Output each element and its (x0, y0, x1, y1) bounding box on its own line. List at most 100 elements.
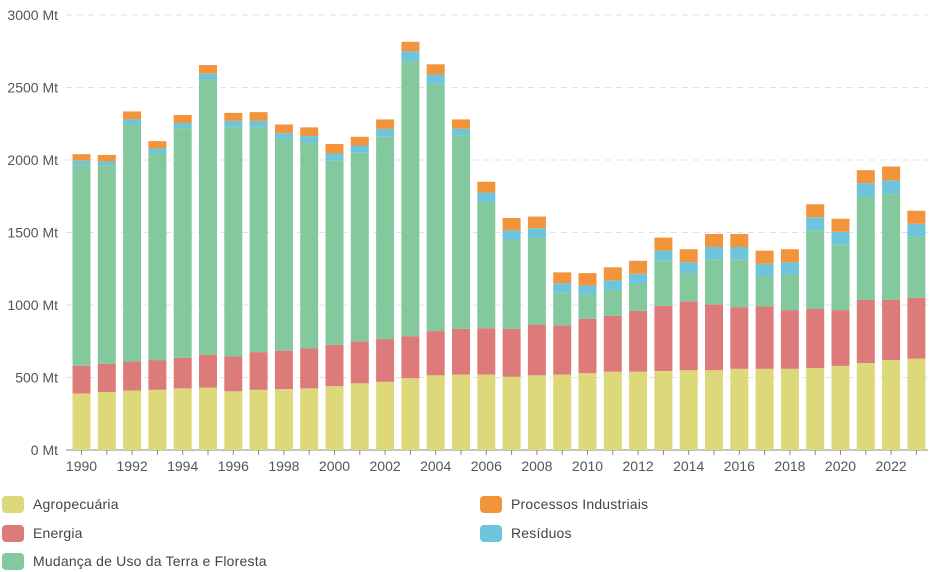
bar-agropecuaria-2000[interactable] (325, 386, 344, 450)
bar-processos-industriais-2023[interactable] (907, 210, 926, 224)
legend-item-residuos[interactable]: Resíduos (480, 522, 572, 544)
bar-processos-industriais-1994[interactable] (173, 115, 192, 124)
bar-mudanca-de-uso-da-terra-e-floresta-1995[interactable] (199, 79, 217, 356)
bar-energia-2000[interactable] (325, 344, 344, 387)
bar-residuos-2002[interactable] (376, 128, 395, 137)
bar-processos-industriais-1991[interactable] (97, 154, 116, 162)
bar-residuos-1999[interactable] (300, 136, 319, 143)
bar-energia-1998[interactable] (274, 350, 293, 390)
legend-item-mudanca-uso-terra[interactable]: Mudança de Uso da Terra e Floresta (2, 550, 267, 572)
bar-agropecuaria-2008[interactable] (527, 375, 546, 450)
bar-energia-2012[interactable] (629, 310, 648, 372)
bar-mudanca-de-uso-da-terra-e-floresta-2017[interactable] (755, 276, 774, 307)
bar-mudanca-de-uso-da-terra-e-floresta-2003[interactable] (401, 61, 420, 337)
bar-residuos-1994[interactable] (173, 123, 192, 129)
bar-processos-industriais-2005[interactable] (452, 119, 470, 129)
legend-item-processos-industriais[interactable]: Processos Industriais (480, 493, 648, 515)
bar-processos-industriais-1999[interactable] (300, 127, 319, 137)
bar-agropecuaria-2011[interactable] (603, 371, 622, 450)
bar-mudanca-de-uso-da-terra-e-floresta-1998[interactable] (274, 138, 293, 351)
bar-residuos-2010[interactable] (578, 285, 597, 295)
bar-processos-industriais-2016[interactable] (730, 233, 749, 247)
bar-mudanca-de-uso-da-terra-e-floresta-1999[interactable] (300, 142, 319, 349)
bar-processos-industriais-2014[interactable] (679, 249, 698, 263)
bar-processos-industriais-2002[interactable] (376, 119, 395, 129)
bar-residuos-2019[interactable] (806, 217, 825, 231)
bar-agropecuaria-2021[interactable] (856, 363, 875, 450)
bar-residuos-2018[interactable] (780, 262, 799, 275)
bar-agropecuaria-2001[interactable] (350, 383, 369, 450)
bar-energia-2016[interactable] (730, 307, 749, 369)
bar-mudanca-de-uso-da-terra-e-floresta-2006[interactable] (477, 202, 496, 329)
bar-processos-industriais-2009[interactable] (553, 272, 572, 284)
legend-item-agropecuaria[interactable]: Agropecuária (2, 493, 119, 515)
bar-energia-1994[interactable] (173, 357, 192, 389)
bar-mudanca-de-uso-da-terra-e-floresta-2000[interactable] (325, 160, 344, 345)
bar-agropecuaria-1997[interactable] (249, 389, 268, 450)
bar-agropecuaria-2020[interactable] (831, 365, 850, 450)
bar-residuos-2009[interactable] (553, 283, 572, 293)
bar-mudanca-de-uso-da-terra-e-floresta-1997[interactable] (249, 126, 268, 353)
bar-agropecuaria-2022[interactable] (882, 360, 901, 450)
bar-energia-2005[interactable] (452, 328, 470, 375)
bar-energia-2021[interactable] (856, 299, 875, 363)
bar-agropecuaria-2016[interactable] (730, 368, 749, 450)
bar-agropecuaria-1995[interactable] (199, 387, 217, 450)
bar-processos-industriais-2013[interactable] (654, 237, 673, 251)
bar-agropecuaria-2023[interactable] (907, 358, 926, 450)
bar-mudanca-de-uso-da-terra-e-floresta-2005[interactable] (452, 135, 470, 329)
bar-processos-industriais-2018[interactable] (780, 249, 799, 263)
bar-energia-2022[interactable] (882, 299, 901, 361)
bar-agropecuaria-2015[interactable] (705, 370, 723, 450)
bar-processos-industriais-1998[interactable] (274, 124, 293, 134)
bar-processos-industriais-2011[interactable] (603, 267, 622, 281)
bar-processos-industriais-2010[interactable] (578, 273, 597, 286)
bar-processos-industriais-2007[interactable] (502, 218, 521, 231)
bar-mudanca-de-uso-da-terra-e-floresta-2020[interactable] (831, 244, 850, 311)
bar-agropecuaria-1996[interactable] (224, 391, 243, 450)
bar-agropecuaria-2014[interactable] (679, 370, 698, 450)
bar-processos-industriais-2015[interactable] (705, 233, 723, 247)
bar-energia-1992[interactable] (123, 361, 142, 391)
bar-agropecuaria-2010[interactable] (578, 373, 597, 450)
bar-residuos-2011[interactable] (603, 280, 622, 291)
bar-mudanca-de-uso-da-terra-e-floresta-2019[interactable] (806, 230, 825, 309)
bar-energia-1997[interactable] (249, 352, 268, 390)
bar-agropecuaria-2013[interactable] (654, 370, 673, 450)
bar-agropecuaria-2009[interactable] (553, 374, 572, 450)
bar-residuos-2000[interactable] (325, 153, 344, 161)
bar-residuos-1991[interactable] (97, 161, 116, 166)
bar-mudanca-de-uso-da-terra-e-floresta-2018[interactable] (780, 274, 799, 311)
bar-residuos-2020[interactable] (831, 231, 850, 245)
bar-residuos-1996[interactable] (224, 120, 243, 127)
bar-agropecuaria-2003[interactable] (401, 378, 420, 450)
bar-energia-1999[interactable] (300, 348, 319, 389)
bar-processos-industriais-2020[interactable] (831, 218, 850, 232)
bar-mudanca-de-uso-da-terra-e-floresta-2013[interactable] (654, 260, 673, 306)
bar-processos-industriais-1992[interactable] (123, 111, 142, 120)
bar-residuos-2016[interactable] (730, 247, 749, 260)
bar-residuos-2007[interactable] (502, 230, 521, 241)
bar-agropecuaria-1990[interactable] (72, 393, 91, 450)
bar-mudanca-de-uso-da-terra-e-floresta-2010[interactable] (578, 294, 597, 319)
bar-agropecuaria-1992[interactable] (123, 390, 142, 450)
bar-mudanca-de-uso-da-terra-e-floresta-2021[interactable] (856, 196, 875, 300)
bar-processos-industriais-2008[interactable] (527, 216, 546, 229)
bar-agropecuaria-2017[interactable] (755, 368, 774, 450)
bar-energia-2014[interactable] (679, 301, 698, 371)
bar-mudanca-de-uso-da-terra-e-floresta-1992[interactable] (123, 124, 142, 362)
bar-mudanca-de-uso-da-terra-e-floresta-1993[interactable] (148, 153, 167, 361)
bar-energia-2010[interactable] (578, 318, 597, 374)
bar-residuos-2014[interactable] (679, 262, 698, 274)
bar-mudanca-de-uso-da-terra-e-floresta-2008[interactable] (527, 237, 546, 325)
bar-agropecuaria-2019[interactable] (806, 368, 825, 450)
bar-processos-industriais-1993[interactable] (148, 141, 167, 149)
bar-agropecuaria-2005[interactable] (452, 374, 470, 450)
bar-agropecuaria-2004[interactable] (426, 375, 445, 450)
bar-energia-1991[interactable] (97, 363, 116, 392)
bar-residuos-2017[interactable] (755, 263, 774, 276)
bar-energia-1993[interactable] (148, 360, 167, 390)
bar-residuos-2013[interactable] (654, 250, 673, 261)
bar-processos-industriais-1997[interactable] (249, 112, 268, 121)
bar-mudanca-de-uso-da-terra-e-floresta-2023[interactable] (907, 236, 926, 298)
